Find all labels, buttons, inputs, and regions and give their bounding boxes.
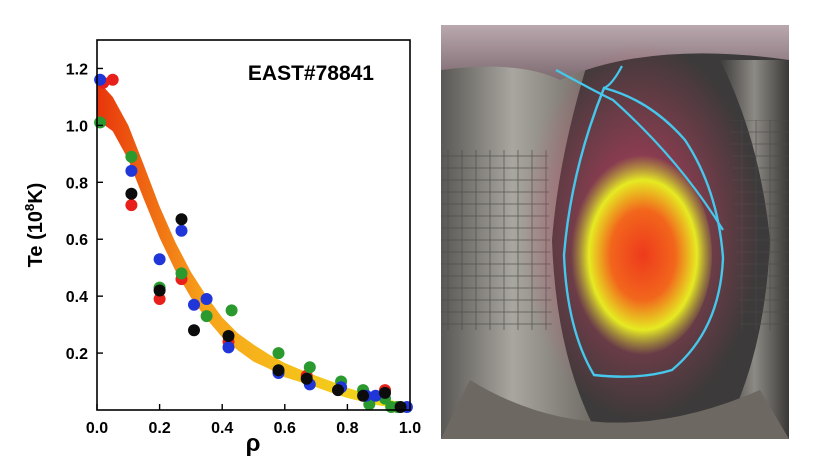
- y-axis-title-unit: K): [25, 183, 47, 204]
- y-tick-label-2: 0.6: [66, 232, 88, 249]
- right-wall: [720, 60, 789, 439]
- data-point-green-6: [272, 347, 285, 360]
- data-point-blue-11: [369, 389, 382, 402]
- separatrix-leg-left: [555, 69, 724, 231]
- y-tick-label-3: 0.8: [66, 175, 88, 192]
- data-point-red-0: [106, 73, 119, 86]
- plasma-boundary-line: [562, 86, 725, 378]
- x-tick-label-5: 1.0: [399, 420, 421, 437]
- data-point-blue-5: [200, 293, 213, 305]
- chart-annotation: EAST#78841: [248, 62, 374, 85]
- right-wall-tiles: [730, 120, 789, 330]
- data-point-red-2: [153, 293, 166, 305]
- x-tick-label-3: 0.6: [274, 420, 296, 437]
- y-tick-label-0: 0.2: [66, 346, 88, 363]
- data-point-black-3: [188, 324, 200, 337]
- left-wall: [441, 25, 600, 439]
- data-point-green-7: [303, 361, 316, 374]
- data-point-black-9: [379, 386, 391, 399]
- plasma-glow: [520, 40, 760, 420]
- data-point-black-1: [153, 284, 166, 297]
- data-point-green-4: [200, 310, 213, 323]
- data-point-green-1: [125, 150, 138, 163]
- separatrix-leg-right: [603, 65, 623, 90]
- x-tick-label-4: 0.8: [336, 420, 358, 437]
- y-axis-title: Te (108K): [22, 183, 47, 268]
- data-point-green-5: [225, 304, 238, 317]
- data-point-black-0: [125, 187, 138, 200]
- data-point-black-7: [332, 384, 344, 397]
- data-point-green-0: [94, 116, 107, 129]
- y-tick-label-5: 1.2: [66, 61, 88, 78]
- x-tick-label-2: 0.4: [211, 420, 233, 437]
- vessel-background: [441, 25, 789, 439]
- x-tick-label-0: 0.0: [86, 420, 108, 437]
- data-point-green-3: [175, 267, 188, 280]
- data-point-black-8: [357, 389, 370, 402]
- data-point-blue-2: [153, 253, 166, 266]
- y-axis-title-exponent: 8: [22, 204, 37, 211]
- plot-frame: [96, 39, 411, 411]
- data-point-blue-0: [94, 73, 107, 86]
- data-point-black-5: [272, 364, 285, 377]
- data-point-blue-4: [188, 298, 200, 311]
- y-tick-label-1: 0.4: [66, 289, 88, 306]
- data-point-black-6: [300, 372, 313, 385]
- data-point-blue-3: [175, 224, 188, 237]
- left-wall-tiles: [441, 150, 552, 330]
- plasma-cross-section: [568, 155, 712, 355]
- x-tick-label-1: 0.2: [148, 420, 170, 437]
- axis-ticks: 0.0 0.2 0.4 0.6 0.8 1.0 0.2 0.4 0.6 0.8 1.0 1.2: [66, 61, 421, 437]
- data-point-black-2: [175, 213, 188, 226]
- data-point-red-1: [125, 199, 138, 212]
- y-axis-title-base: Te (10: [25, 211, 47, 267]
- data-point-blue-6: [222, 341, 235, 354]
- lower-divertor: [441, 380, 789, 439]
- data-point-blue-1: [125, 164, 138, 177]
- y-tick-label-4: 1.0: [66, 118, 88, 135]
- data-point-black-10: [394, 401, 407, 413]
- data-point-black-4: [222, 330, 235, 342]
- vessel-interior: [441, 25, 789, 439]
- te-profile-chart: 0.0 0.2 0.4 0.6 0.8 1.0 0.2 0.4 0.6 0.8 1.0 1.2 EAS…: [22, 39, 422, 457]
- upper-port: [441, 25, 789, 80]
- x-axis-title: ρ: [246, 430, 261, 457]
